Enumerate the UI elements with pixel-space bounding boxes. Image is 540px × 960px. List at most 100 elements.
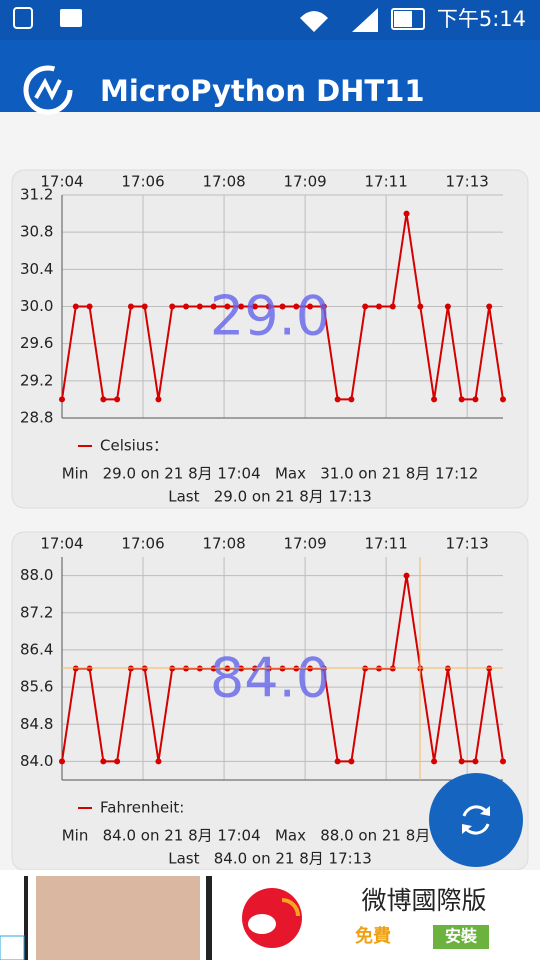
data-point (334, 758, 341, 765)
data-point (155, 396, 162, 403)
x-tick-label: 17:09 (283, 173, 326, 191)
data-point (238, 303, 245, 310)
y-tick-label: 86.4 (20, 640, 53, 658)
data-point (431, 758, 438, 765)
data-point (334, 396, 341, 403)
data-point (500, 758, 506, 765)
status-bar (0, 0, 540, 40)
data-point (59, 758, 65, 765)
data-point (100, 396, 107, 403)
data-point (307, 303, 314, 310)
ad-title: 微博國際版 (361, 886, 486, 915)
y-tick-label: 31.2 (20, 186, 53, 204)
data-point (155, 758, 162, 765)
ad-border (206, 876, 212, 960)
x-tick-label: 17:04 (40, 535, 83, 553)
data-point (417, 303, 424, 310)
data-point (403, 210, 410, 217)
x-tick-label: 17:09 (283, 535, 326, 553)
data-point (251, 303, 258, 310)
ad-image (36, 876, 200, 960)
data-point (403, 572, 410, 579)
data-point (210, 303, 217, 310)
legend-label: Celsius： (100, 437, 168, 455)
stats-line: Last 29.0 on 21 8月 17:13 (168, 488, 372, 506)
data-point (348, 758, 355, 765)
status-time: 下午5:14 (437, 7, 526, 31)
x-tick-label: 17:06 (121, 535, 164, 553)
weibo-icon (281, 898, 300, 917)
weibo-icon (248, 914, 276, 934)
wifi-icon (300, 11, 328, 32)
data-point (293, 303, 300, 310)
data-point (183, 303, 190, 310)
data-point (141, 303, 148, 310)
stats-line: Last 84.0 on 21 8月 17:13 (168, 850, 372, 868)
status-icon (60, 9, 82, 27)
data-point (431, 396, 438, 403)
battery-icon (391, 8, 425, 30)
data-point (500, 396, 506, 403)
charts: 28.829.229.630.030.430.831.217:04 17:06 17… (11, 169, 529, 871)
x-tick-label: 17:11 (365, 535, 408, 553)
ad-install-label: 安裝 (445, 927, 478, 946)
data-point (114, 758, 121, 765)
data-point (265, 303, 272, 310)
data-point (224, 303, 231, 310)
current-value: 84.0 (210, 647, 330, 710)
y-tick-label: 30.4 (20, 260, 53, 278)
y-tick-label: 29.2 (20, 371, 53, 389)
chart-card (11, 169, 529, 509)
x-tick-label: 17:08 (202, 535, 245, 553)
x-tick-label: 17:04 (40, 173, 83, 191)
data-point (486, 303, 493, 310)
y-tick-label: 88.0 (20, 566, 53, 584)
signal-icon (352, 8, 378, 32)
app-icon (34, 77, 62, 101)
legend-label: Fahrenheit: (100, 799, 184, 817)
data-point (362, 303, 369, 310)
ad-close[interactable] (0, 935, 25, 960)
data-point (458, 396, 465, 403)
stats-line: Min 84.0 on 21 8月 17:04 Max 88.0 on 21 8… (62, 827, 479, 845)
data-point (348, 396, 355, 403)
data-point (100, 758, 107, 765)
y-tick-label: 30.0 (20, 297, 53, 315)
refresh-button[interactable] (429, 773, 523, 867)
y-tick-label: 85.6 (20, 678, 53, 696)
y-tick-label: 28.8 (20, 409, 53, 427)
current-value: 29.0 (210, 285, 330, 348)
ad-install-button[interactable] (433, 925, 489, 949)
data-point (389, 303, 396, 310)
data-point (127, 303, 134, 310)
data-point (472, 758, 479, 765)
status-icon (13, 7, 33, 29)
data-point (375, 303, 382, 310)
app-title: MicroPython DHT11 (100, 74, 425, 108)
y-tick-label: 84.8 (20, 715, 53, 733)
y-tick-label: 84.0 (20, 752, 53, 770)
battery-level (394, 11, 412, 27)
x-tick-label: 17:13 (446, 173, 489, 191)
data-point (444, 303, 451, 310)
data-point (472, 396, 479, 403)
data-point (169, 303, 176, 310)
x-tick-label: 17:08 (202, 173, 245, 191)
refresh-icon (462, 806, 490, 834)
x-tick-label: 17:06 (121, 173, 164, 191)
data-point (72, 303, 79, 310)
y-tick-label: 87.2 (20, 603, 53, 621)
stats-line: Min 29.0 on 21 8月 17:04 Max 31.0 on 21 8… (62, 465, 479, 483)
data-point (458, 758, 465, 765)
data-point (279, 303, 286, 310)
data-point (114, 396, 121, 403)
x-tick-label: 17:11 (365, 173, 408, 191)
ad-border (24, 876, 28, 960)
ad-price: 免費 (355, 925, 391, 947)
data-point (86, 303, 93, 310)
data-point (196, 303, 203, 310)
y-tick-label: 30.8 (20, 223, 53, 241)
app-icon (23, 65, 73, 115)
y-tick-label: 29.6 (20, 334, 53, 352)
